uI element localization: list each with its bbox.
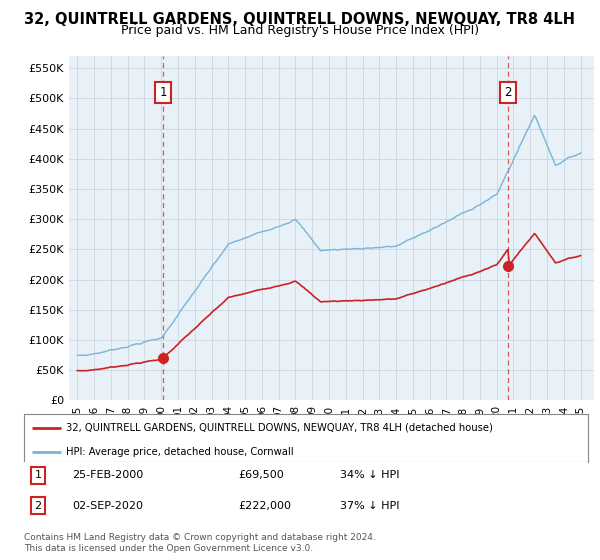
Text: Contains HM Land Registry data © Crown copyright and database right 2024.
This d: Contains HM Land Registry data © Crown c… — [24, 533, 376, 553]
Text: £222,000: £222,000 — [238, 501, 292, 511]
Text: 02-SEP-2020: 02-SEP-2020 — [72, 501, 143, 511]
Text: 37% ↓ HPI: 37% ↓ HPI — [340, 501, 400, 511]
Text: 32, QUINTRELL GARDENS, QUINTRELL DOWNS, NEWQUAY, TR8 4LH (detached house): 32, QUINTRELL GARDENS, QUINTRELL DOWNS, … — [66, 423, 493, 433]
Text: HPI: Average price, detached house, Cornwall: HPI: Average price, detached house, Corn… — [66, 446, 294, 456]
Text: Price paid vs. HM Land Registry's House Price Index (HPI): Price paid vs. HM Land Registry's House … — [121, 24, 479, 36]
Text: 34% ↓ HPI: 34% ↓ HPI — [340, 470, 400, 480]
Text: 1: 1 — [160, 86, 167, 99]
Text: 2: 2 — [504, 86, 512, 99]
Text: 32, QUINTRELL GARDENS, QUINTRELL DOWNS, NEWQUAY, TR8 4LH: 32, QUINTRELL GARDENS, QUINTRELL DOWNS, … — [25, 12, 575, 27]
Text: £69,500: £69,500 — [238, 470, 284, 480]
Text: 25-FEB-2000: 25-FEB-2000 — [72, 470, 143, 480]
Text: 1: 1 — [35, 470, 41, 480]
Text: 2: 2 — [35, 501, 41, 511]
